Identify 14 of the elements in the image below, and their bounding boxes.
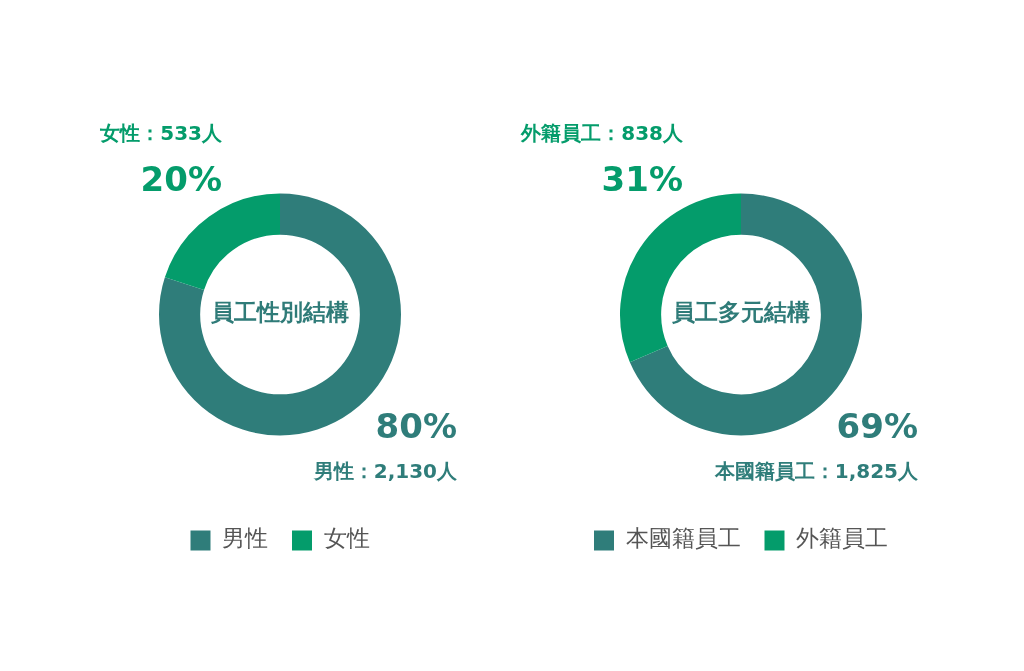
data-label: 男性：2,130人 — [312, 458, 458, 483]
text: 20% — [140, 159, 222, 200]
legend-label: 本國籍員工 — [625, 525, 741, 552]
data-label: 本國籍員工：1,825人 — [713, 458, 919, 483]
text: 31% — [601, 159, 683, 200]
legend-label: 男性 — [222, 525, 268, 552]
legend-label: 外籍員工 — [796, 525, 888, 552]
text: 員工多元結構 — [671, 299, 810, 326]
data-label: 外籍員工：838人 — [520, 120, 684, 145]
data-label: 女性：533人 — [99, 120, 223, 145]
legend-label: 女性 — [323, 525, 370, 552]
text: 80% — [375, 406, 457, 447]
text: 員工性別結構 — [210, 299, 349, 326]
text: 69% — [836, 406, 918, 447]
